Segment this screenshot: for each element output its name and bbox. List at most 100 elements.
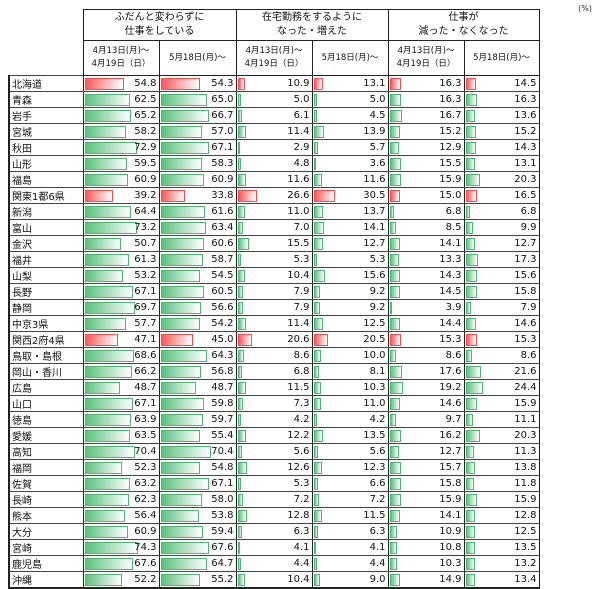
data-bar — [389, 109, 402, 122]
value-label: 16.3 — [439, 94, 462, 105]
table-row: 関西2府4県 47.1 45.0 20.6 20.5 15.3 15.3 — [8, 331, 540, 348]
data-bar — [160, 189, 185, 202]
data-bar — [465, 157, 475, 170]
value-cell: 9.2 — [311, 299, 389, 316]
data-bar — [160, 461, 200, 474]
region-label: 広島 — [8, 379, 84, 396]
data-bar — [237, 525, 243, 538]
region-label: 中京3県 — [8, 315, 84, 332]
value-cell: 14.3 — [463, 139, 540, 156]
data-bar — [237, 269, 245, 282]
value-cell: 15.2 — [463, 123, 540, 140]
value-label: 14.5 — [439, 286, 462, 297]
value-cell: 7.2 — [311, 491, 389, 508]
value-label: 12.2 — [287, 430, 310, 441]
value-cell: 5.3 — [235, 251, 313, 268]
table-row: 富山 73.2 63.4 7.0 14.1 8.5 9.9 — [8, 219, 540, 236]
value-cell: 60.9 — [82, 523, 160, 540]
data-bar — [237, 189, 257, 202]
value-label: 13.2 — [514, 558, 537, 569]
data-bar — [389, 93, 402, 106]
value-label: 70.4 — [134, 446, 157, 457]
value-cell: 15.0 — [387, 187, 465, 204]
value-label: 11.0 — [287, 206, 310, 217]
value-label: 15.3 — [439, 334, 462, 345]
value-label: 14.1 — [439, 238, 462, 249]
value-label: 48.7 — [134, 382, 157, 393]
value-cell: 13.1 — [463, 155, 540, 172]
value-label: 5.6 — [369, 446, 386, 457]
value-label: 10.4 — [287, 574, 310, 585]
data-bar — [84, 157, 128, 170]
region-label: 山形 — [8, 155, 84, 172]
region-label: 新潟 — [8, 203, 84, 220]
data-bar — [465, 493, 477, 506]
data-bar — [160, 429, 201, 442]
data-bar — [160, 285, 205, 298]
data-bar — [84, 109, 132, 122]
value-label: 11.4 — [287, 126, 310, 137]
data-bar — [313, 189, 336, 202]
data-bar — [465, 541, 476, 554]
corner-blank — [9, 9, 84, 76]
value-cell: 24.4 — [463, 379, 540, 396]
value-cell: 12.3 — [311, 459, 389, 476]
value-label: 5.6 — [293, 446, 310, 457]
value-cell: 13.8 — [463, 459, 540, 476]
value-label: 33.8 — [211, 190, 234, 201]
table-row: 福岡 52.3 54.8 12.6 12.3 15.7 13.8 — [8, 459, 540, 476]
value-label: 16.3 — [439, 78, 462, 89]
value-label: 65.2 — [134, 110, 157, 121]
value-cell: 16.2 — [387, 427, 465, 444]
value-cell: 56.8 — [158, 363, 237, 380]
table-row: 長崎 62.3 58.0 7.2 7.2 15.9 15.9 — [8, 491, 540, 508]
value-cell: 11.4 — [235, 123, 313, 140]
value-cell: 4.2 — [235, 411, 313, 428]
value-label: 54.3 — [211, 78, 234, 89]
data-bar — [389, 221, 396, 234]
data-bar — [84, 509, 126, 522]
value-cell: 3.6 — [311, 155, 389, 172]
value-label: 12.3 — [363, 462, 386, 473]
data-bar — [237, 573, 245, 586]
data-bar — [84, 253, 129, 266]
value-label: 10.4 — [287, 270, 310, 281]
value-cell: 63.2 — [82, 475, 160, 492]
value-label: 20.3 — [514, 174, 537, 185]
value-label: 52.2 — [134, 574, 157, 585]
value-cell: 65.0 — [158, 91, 237, 108]
data-bar — [313, 109, 317, 122]
data-bar — [160, 381, 196, 394]
value-label: 20.3 — [514, 430, 537, 441]
value-label: 5.3 — [293, 254, 310, 265]
value-label: 7.0 — [293, 222, 310, 233]
value-cell: 10.4 — [235, 267, 313, 284]
value-label: 67.1 — [134, 286, 157, 297]
value-cell: 54.2 — [158, 315, 237, 332]
region-label: 大分 — [8, 523, 84, 540]
value-cell: 57.0 — [158, 123, 237, 140]
data-bar — [313, 125, 324, 138]
value-cell: 14.6 — [387, 395, 465, 412]
data-bar — [313, 77, 323, 90]
table-row: 山口 67.1 59.8 7.3 11.0 14.6 15.9 — [8, 395, 540, 412]
value-label: 9.7 — [445, 414, 462, 425]
value-label: 57.7 — [134, 318, 157, 329]
value-label: 12.7 — [514, 238, 537, 249]
data-bar — [313, 173, 322, 186]
value-label: 60.9 — [134, 526, 157, 537]
value-cell: 8.6 — [235, 347, 313, 364]
data-bar — [84, 93, 130, 106]
value-label: 64.4 — [134, 206, 157, 217]
value-cell: 20.3 — [463, 171, 540, 188]
group-header: ふだんと変わらずに 仕事をしている — [82, 9, 237, 41]
data-bar — [313, 141, 318, 154]
value-label: 15.6 — [514, 270, 537, 281]
value-cell: 6.8 — [463, 203, 540, 220]
value-cell: 4.5 — [311, 107, 389, 124]
data-bar — [313, 269, 325, 282]
value-label: 12.5 — [514, 526, 537, 537]
value-cell: 12.8 — [463, 507, 540, 524]
region-label: 関東1都6県 — [8, 187, 84, 204]
value-cell: 67.1 — [82, 395, 160, 412]
